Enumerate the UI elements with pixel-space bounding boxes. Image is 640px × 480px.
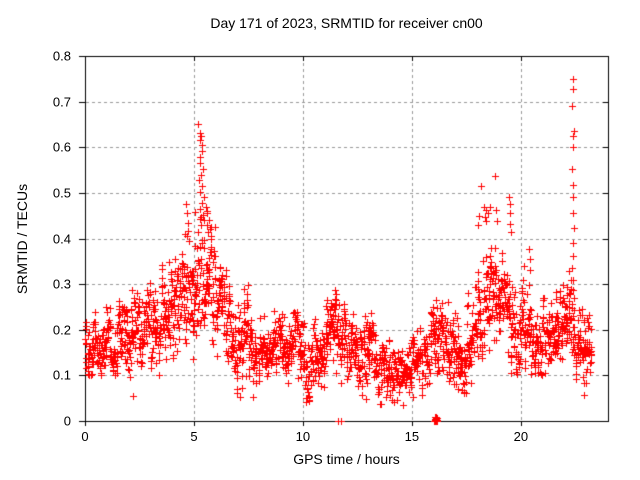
y-tick-label: 0: [63, 413, 71, 429]
chart-title: Day 171 of 2023, SRMTID for receiver cn0…: [210, 15, 483, 31]
x-axis-label: GPS time / hours: [293, 451, 400, 467]
x-tick-label: 0: [81, 429, 89, 444]
x-tick-label: 5: [190, 429, 198, 444]
y-tick-label: 0.3: [52, 276, 71, 292]
y-tick-label: 0.7: [52, 94, 71, 110]
y-tick-label: 0.2: [52, 322, 71, 338]
y-tick-label: 0.8: [52, 48, 71, 64]
y-tick-label: 0.6: [52, 139, 71, 155]
y-tick-label: 0.4: [52, 231, 71, 246]
x-tick-label: 10: [295, 429, 311, 444]
x-tick-label: 20: [513, 429, 529, 444]
x-tick-label: 15: [404, 429, 420, 444]
y-tick-label: 0.1: [52, 367, 71, 383]
y-tick-label: 0.5: [52, 185, 71, 201]
